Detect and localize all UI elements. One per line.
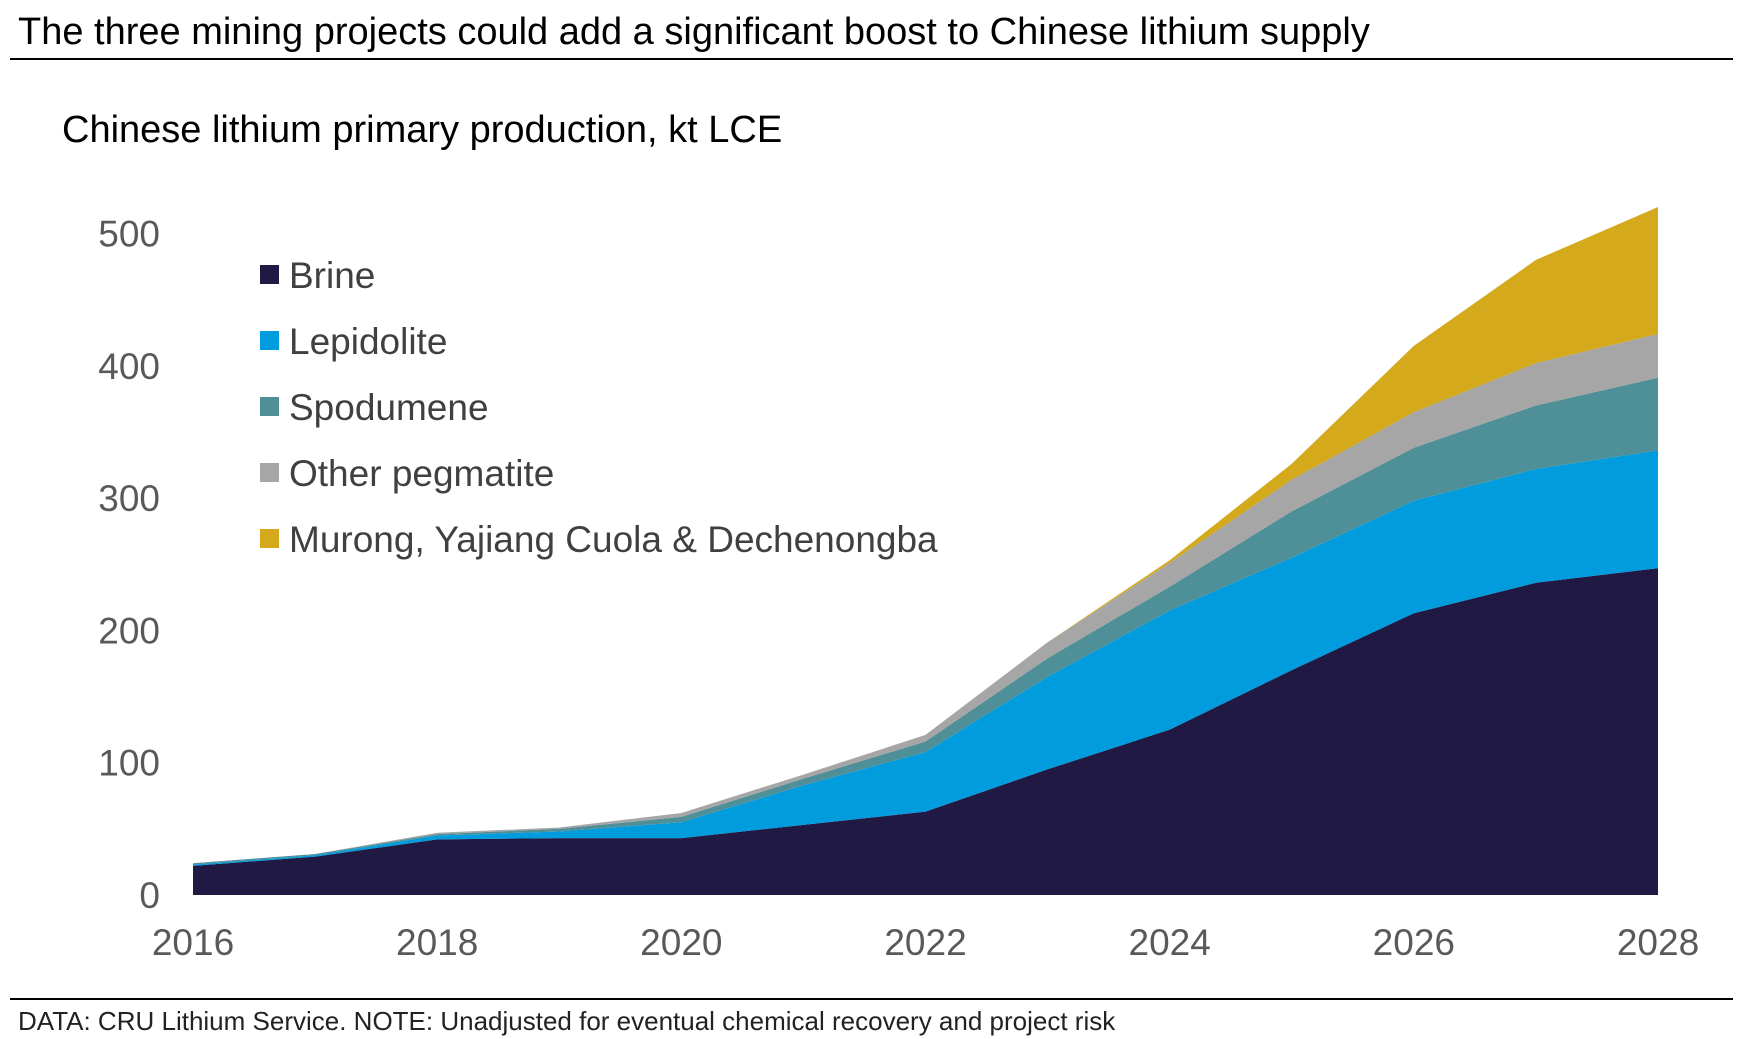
title-divider bbox=[10, 58, 1733, 60]
legend-swatch bbox=[260, 331, 279, 350]
footer-divider bbox=[10, 998, 1733, 1000]
x-tick-label: 2026 bbox=[1373, 922, 1455, 963]
area-layer bbox=[193, 207, 1658, 895]
source-note: DATA: CRU Lithium Service. NOTE: Unadjus… bbox=[18, 1006, 1116, 1036]
chart-title: The three mining projects could add a si… bbox=[18, 11, 1370, 53]
legend-swatch bbox=[260, 265, 279, 284]
y-tick-label: 500 bbox=[98, 213, 160, 254]
x-tick-label: 2018 bbox=[396, 922, 478, 963]
area-series-spodumene bbox=[193, 377, 1658, 865]
y-tick-label: 300 bbox=[98, 478, 160, 519]
legend-label: Other pegmatite bbox=[289, 453, 554, 494]
area-series-brine bbox=[193, 568, 1658, 895]
area-series-other-pegmatite bbox=[193, 334, 1658, 864]
legend-swatch bbox=[260, 463, 279, 482]
legend-label: Spodumene bbox=[289, 387, 489, 428]
legend-label: Murong, Yajiang Cuola & Dechenongba bbox=[289, 519, 938, 560]
x-tick-label: 2020 bbox=[640, 922, 722, 963]
x-axis-ticks: 2016 2018 2020 2022 2024 2026 2028 bbox=[152, 922, 1699, 963]
y-tick-label: 100 bbox=[98, 743, 160, 784]
area-series-lepidolite bbox=[193, 450, 1658, 866]
x-tick-label: 2022 bbox=[884, 922, 966, 963]
y-axis-ticks: 0 100 200 300 400 500 bbox=[98, 213, 160, 916]
legend-label: Brine bbox=[289, 255, 375, 296]
y-tick-label: 0 bbox=[139, 875, 160, 916]
legend-swatch bbox=[260, 529, 279, 548]
x-tick-label: 2024 bbox=[1129, 922, 1211, 963]
chart-subtitle: Chinese lithium primary production, kt L… bbox=[62, 109, 783, 151]
y-tick-label: 200 bbox=[98, 610, 160, 651]
x-tick-label: 2016 bbox=[152, 922, 234, 963]
legend-swatch bbox=[260, 397, 279, 416]
legend-label: Lepidolite bbox=[289, 321, 447, 362]
x-tick-label: 2028 bbox=[1617, 922, 1699, 963]
legend: Brine Lepidolite Spodumene Other pegmatite M… bbox=[260, 255, 938, 560]
y-tick-label: 400 bbox=[98, 346, 160, 387]
